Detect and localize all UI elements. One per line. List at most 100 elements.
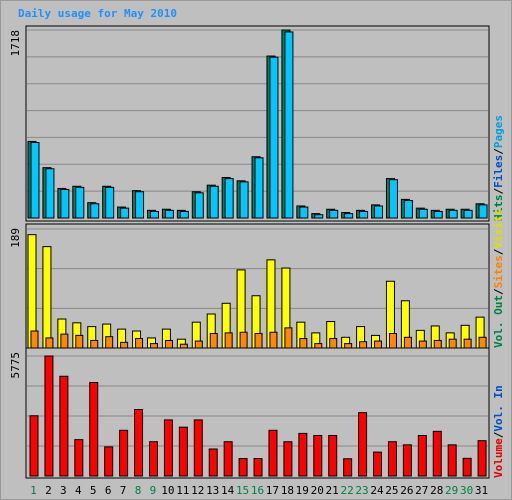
x-tick-label: 20: [311, 484, 324, 497]
files-bar: [224, 178, 234, 219]
sites-bar: [388, 333, 397, 349]
files-bar: [90, 203, 100, 219]
x-tick-label: 27: [415, 484, 428, 497]
volume-bar: [119, 429, 129, 477]
x-tick-label: 3: [60, 484, 67, 497]
legend-entry: /: [492, 431, 505, 438]
volume-bar: [402, 444, 412, 477]
sites-bar: [120, 341, 129, 349]
volume-bar: [29, 415, 39, 477]
volume-bar: [387, 441, 397, 477]
x-tick-label: 21: [326, 484, 339, 497]
sites-bar: [239, 331, 248, 349]
volume-bar: [253, 458, 263, 477]
volume-bar: [44, 355, 54, 477]
sites-bar: [149, 343, 158, 349]
legend-entry: Vol. Out: [492, 295, 505, 348]
legend-entry: Volume: [492, 438, 505, 478]
sites-bar: [448, 338, 457, 349]
files-bar: [284, 31, 294, 219]
x-tick-label: 11: [176, 484, 189, 497]
x-tick-label: 25: [385, 484, 398, 497]
volume-bar: [298, 432, 308, 477]
volume-bar: [313, 434, 323, 477]
volume-bar: [238, 458, 248, 477]
files-bar: [359, 210, 369, 219]
sites-bar: [269, 331, 278, 349]
volume-bar: [134, 409, 144, 477]
files-bar: [463, 209, 473, 219]
legend-entry: Hits: [492, 195, 505, 222]
legend-entry: Sites: [492, 255, 505, 288]
x-tick-label: 12: [191, 484, 204, 497]
volume-bar: [283, 441, 293, 477]
x-tick-label: 6: [105, 484, 112, 497]
legend-entry: Pages: [492, 115, 505, 148]
legend-top: Hits/Files/Pages: [492, 115, 505, 221]
sites-bar: [254, 333, 263, 349]
sites-bar: [284, 327, 293, 349]
volume-bar: [74, 439, 84, 477]
x-tick-label: 10: [161, 484, 174, 497]
legend-bottom: Volume/Vol. In: [492, 385, 505, 478]
sites-bar: [403, 336, 412, 349]
sites-bar: [344, 343, 353, 349]
x-tick-label: 28: [430, 484, 443, 497]
volume-bar: [59, 375, 69, 477]
x-tick-label: 13: [206, 484, 219, 497]
files-bar: [105, 186, 115, 219]
x-tick-label: 29: [445, 484, 458, 497]
volume-bar: [477, 440, 487, 477]
files-bar: [344, 213, 354, 219]
visits-bar: [42, 246, 52, 349]
volume-bar: [328, 434, 338, 477]
x-tick-label: 8: [135, 484, 142, 497]
legend-entry: /: [492, 288, 505, 295]
x-tick-label: 24: [370, 484, 384, 497]
files-bar: [75, 186, 85, 219]
sites-bar: [179, 343, 188, 349]
files-bar: [239, 181, 249, 219]
legend-entry: /: [492, 248, 505, 255]
sites-bar: [45, 337, 54, 349]
sites-bar: [299, 338, 308, 349]
sites-bar: [374, 340, 383, 349]
x-tick-label: 7: [120, 484, 127, 497]
files-bar: [194, 192, 204, 219]
volume-bar: [432, 430, 442, 477]
files-bar: [269, 56, 279, 219]
files-bar: [314, 214, 324, 219]
x-tick-label: 1: [30, 484, 37, 497]
x-tick-label: 22: [340, 484, 353, 497]
x-tick-label: 2: [45, 484, 52, 497]
legend-entry: /: [492, 148, 505, 155]
volume-bar: [193, 419, 203, 477]
legend-middle: Vol. Out/Sites/Visits: [492, 209, 505, 348]
x-tick-label: 5: [90, 484, 97, 497]
sites-bar: [30, 330, 39, 349]
sites-bar: [164, 339, 173, 349]
sites-bar: [359, 341, 368, 349]
ymax-label-2: 189: [9, 228, 22, 248]
x-tick-label: 16: [251, 484, 264, 497]
files-bar: [418, 208, 428, 219]
sites-bar: [90, 339, 99, 349]
files-bar: [478, 204, 488, 219]
x-tick-label: 18: [281, 484, 294, 497]
x-tick-label: 26: [400, 484, 413, 497]
volume-bar: [358, 412, 368, 477]
volume-bar: [268, 429, 278, 477]
volume-bar: [447, 444, 457, 477]
files-bar: [374, 205, 384, 219]
files-bar: [299, 206, 309, 219]
legend-entry: /: [492, 188, 505, 195]
volume-bar: [343, 458, 353, 477]
x-tick-label: 17: [266, 484, 279, 497]
files-bar: [448, 209, 458, 219]
files-bar: [433, 210, 443, 219]
volume-bar: [178, 426, 188, 477]
sites-bar: [105, 336, 114, 349]
files-bar: [45, 168, 55, 219]
legend-entry: Files: [492, 155, 505, 188]
